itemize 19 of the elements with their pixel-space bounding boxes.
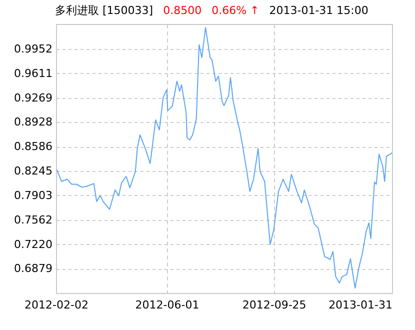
text: 2013-01-31 15:00: [269, 4, 368, 17]
y-tick-label: 0.9611: [14, 66, 52, 80]
y-tick-label: 0.8928: [14, 116, 52, 129]
x-tick-label: 2012-09-25: [242, 298, 306, 312]
x-tick-label: 2012-02-02: [24, 298, 88, 312]
y-tick-label: 0.9269: [14, 91, 52, 104]
y-tick-label: 0.9952: [14, 42, 52, 56]
chart-title: 多利进取 [150033]: [55, 4, 154, 17]
line-series: [56, 27, 392, 288]
text: 0.8500: [163, 4, 202, 17]
y-tick-label: 0.7220: [14, 238, 52, 251]
x-tick-label: 2012-06-01: [135, 298, 200, 312]
x-tick-label: 2013-01-31: [328, 298, 392, 312]
text: 0.66% ↑: [212, 4, 260, 17]
y-tick-label: 0.7562: [14, 213, 52, 226]
y-tick-label: 0.8586: [14, 140, 52, 154]
y-tick-label: 0.8245: [14, 164, 52, 178]
y-tick-label: 0.6879: [14, 262, 52, 276]
y-tick-label: 0.7903: [14, 188, 52, 202]
